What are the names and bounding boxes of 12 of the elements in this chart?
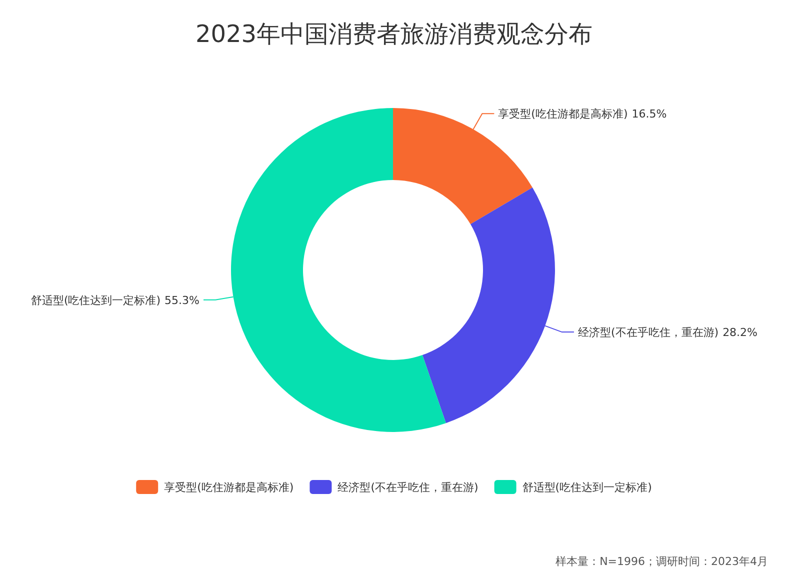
text: 样本量：N=1996；调研时间：2023年4月 <box>556 555 768 568</box>
data-label: 28.2% <box>722 326 758 340</box>
legend-label: 舒适型(吃住达到一定标准) <box>522 481 652 494</box>
data-label: 16.5% <box>632 108 667 121</box>
slice-label: 舒适型(吃住达到一定标准) <box>30 294 161 307</box>
legend-label: 享受型(吃住游都是高标准) <box>164 481 294 494</box>
donut-slice <box>393 108 532 224</box>
slice-label: 经济型(不在乎吃住，重在游) <box>578 326 719 340</box>
data-label: 55.3% <box>164 294 200 307</box>
legend-label: 经济型(不在乎吃住，重在游) <box>338 481 478 494</box>
slice-label: 享受型(吃住游都是高标准) <box>498 108 628 121</box>
chart-title: 2023年中国消费者旅游消费观念分布 <box>195 20 593 48</box>
